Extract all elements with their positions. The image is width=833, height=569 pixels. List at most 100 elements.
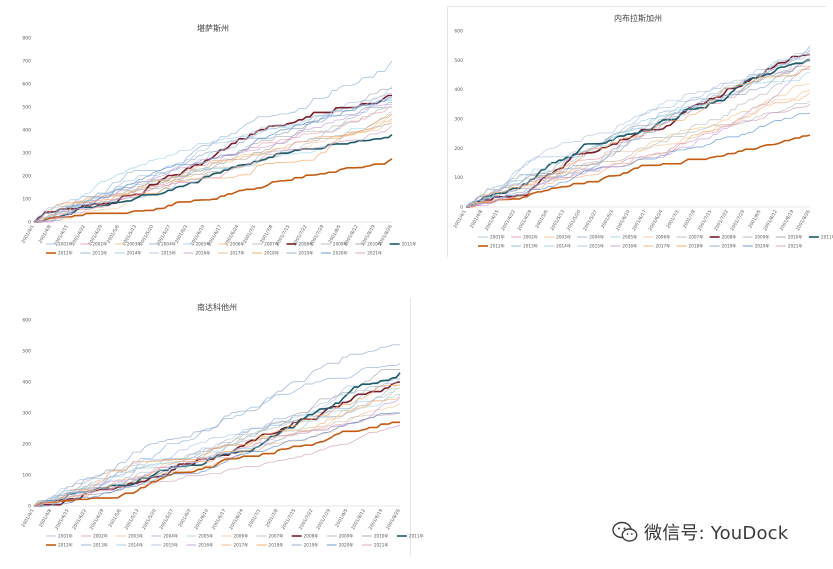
legend-label-2015: 2015年: [161, 250, 176, 257]
legend-label-2017: 2017年: [233, 542, 248, 549]
x-tick-label: 2001/7/8: [264, 508, 279, 529]
legend-label-2003: 2003年: [556, 234, 571, 241]
x-tick-label: 2001/6/17: [211, 508, 228, 531]
legend-label-2017: 2017年: [230, 250, 245, 257]
legend-label-2020: 2020年: [755, 243, 770, 250]
x-tick-label: 2001/4/8: [38, 508, 53, 529]
legend-label-2018: 2018年: [264, 250, 279, 257]
x-tick-label: 2001/8/19: [779, 209, 796, 232]
series-line-2014: [466, 54, 810, 208]
series-line-2005: [465, 71, 811, 208]
x-tick-label: 2001/8/12: [762, 209, 779, 232]
watermark: 微信号: YouDock: [612, 518, 788, 546]
series-line-2001: [33, 378, 401, 507]
x-tick-label: 2001/8/5: [334, 508, 349, 529]
legend-label-2021: 2021年: [788, 243, 803, 250]
x-tick-label: 2001/5/6: [108, 508, 123, 529]
series-line-2009: [466, 68, 810, 208]
y-tick-label: 0: [28, 220, 31, 226]
legend-label-2005: 2005年: [622, 234, 637, 241]
series-line-2021: [34, 425, 401, 507]
legend-label-2005: 2005年: [198, 533, 213, 540]
series-line-2009: [34, 106, 392, 223]
series-line-2014: [33, 97, 393, 223]
series-line-2021: [466, 104, 811, 208]
y-tick-label: 500: [454, 58, 463, 64]
series-line-2013: [465, 45, 811, 208]
legend-label-2005: 2005年: [195, 241, 210, 248]
x-tick-label: 2001/5/13: [549, 209, 566, 232]
legend-label-2004: 2004年: [589, 234, 604, 241]
chart-panel-nebraska: 内布拉斯加州 0 100 200 300 400 500 600 2001/4/1 2001/4/…: [447, 6, 833, 257]
legend-label-2003: 2003年: [127, 241, 142, 248]
x-tick-label: 2001/5/20: [566, 209, 583, 232]
series-line-2008: [33, 94, 392, 223]
legend-label-2001: 2001年: [58, 533, 73, 540]
series-line-2014: [34, 387, 401, 507]
y-tick-label: 600: [22, 82, 31, 88]
y-tick-label: 600: [454, 29, 463, 35]
x-tick-label: 2001/6/3: [600, 209, 615, 230]
y-tick-label: 100: [22, 473, 31, 479]
legend-label-2001: 2001年: [490, 234, 505, 241]
legend-label-2011: 2011年: [402, 241, 417, 248]
y-tick-label: 400: [22, 380, 31, 386]
x-tick-label: 2001/8/19: [368, 508, 385, 531]
legend-label-2008: 2008年: [304, 533, 319, 540]
series-line-2017: [33, 118, 393, 223]
series-line-2013: [33, 363, 401, 507]
x-tick-label: 2001/7/29: [729, 209, 746, 232]
x-tick-label: 2001/5/6: [106, 224, 121, 245]
series-line-2006: [34, 120, 393, 223]
legend-label-2016: 2016年: [195, 250, 210, 257]
legend-label-2009: 2009年: [755, 234, 770, 241]
legend-label-2009: 2009年: [339, 533, 354, 540]
legend-label-2013: 2013年: [92, 250, 107, 257]
chart-title: 南达科他州: [197, 302, 237, 312]
legend-label-2019: 2019年: [722, 243, 737, 250]
legend-label-2015: 2015年: [163, 542, 178, 549]
series-line-2012: [33, 158, 393, 223]
x-tick-label: 2001/7/1: [247, 508, 262, 529]
legend-label-2014: 2014年: [556, 243, 571, 250]
legend-label-2012: 2012年: [58, 542, 73, 549]
series-line-2004: [34, 375, 400, 507]
x-tick-label: 2001/5/6: [534, 209, 549, 230]
y-tick-label: 400: [22, 128, 31, 134]
y-tick-label: 0: [28, 504, 31, 510]
chart-panel-kansas: 堪萨斯州 0 100 200 300 400 500 600 700 800 2001/4/1 200…: [10, 10, 416, 282]
legend-label-2006: 2006年: [233, 533, 248, 540]
x-tick-label: 2001/8/12: [350, 508, 367, 531]
x-tick-label: 2001/4/29: [517, 209, 534, 232]
x-tick-label: 2001/4/1: [20, 224, 35, 245]
legend-label-2012: 2012年: [490, 243, 505, 250]
y-tick-label: 500: [22, 105, 31, 111]
legend-label-2016: 2016年: [198, 542, 213, 549]
series-line-2017: [465, 92, 811, 208]
x-tick-label: 2001/4/1: [20, 508, 35, 529]
x-tick-label: 2001/6/17: [631, 209, 648, 232]
x-tick-label: 2001/7/8: [682, 209, 697, 230]
y-tick-label: 0: [460, 205, 463, 211]
y-tick-label: 300: [22, 411, 31, 417]
x-tick-label: 2001/6/24: [648, 209, 665, 232]
x-tick-label: 2001/7/22: [713, 209, 730, 232]
series-line-2018: [34, 113, 393, 223]
legend-label-2006: 2006年: [230, 241, 245, 248]
series-lines: [33, 344, 401, 507]
y-tick-label: 100: [22, 197, 31, 203]
legend-label-2010: 2010年: [367, 241, 382, 248]
y-tick-label: 100: [454, 175, 463, 181]
y-tick-label: 300: [454, 117, 463, 123]
x-tick-label: 2001/4/15: [484, 209, 501, 232]
legend-label-2021: 2021年: [367, 250, 382, 257]
legend: 2001年 2002年 2003年 2004年 2005年 2006年 2007年 2008年…: [478, 234, 833, 250]
series-line-2020: [33, 97, 392, 223]
legend-label-2021: 2021年: [374, 542, 389, 549]
series-line-2015: [465, 51, 811, 208]
series-line-2016: [466, 68, 810, 208]
x-tick-label: 2001/4/22: [71, 508, 88, 531]
x-tick-label: 2001/8/26: [385, 508, 402, 531]
wechat-icon: [612, 521, 638, 542]
